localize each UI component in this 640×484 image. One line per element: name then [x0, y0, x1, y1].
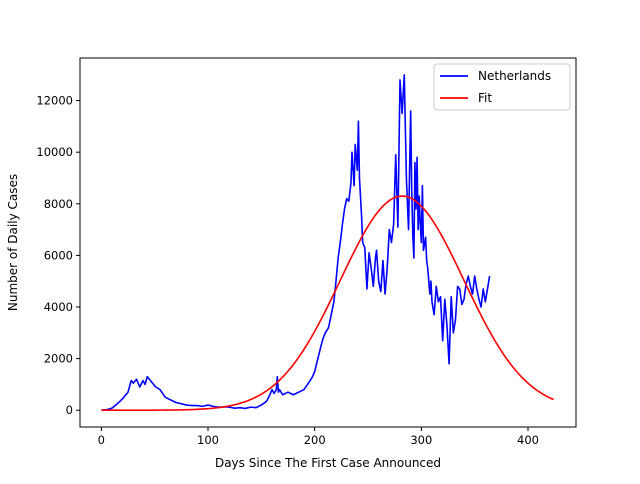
y-tick-label: 6000: [44, 248, 73, 262]
x-tick-label: 0: [98, 433, 105, 447]
series-layer: [101, 73, 554, 412]
y-tick-label: 8000: [44, 197, 73, 211]
y-tick-label: 12000: [36, 94, 73, 108]
axes-frame: [79, 57, 577, 428]
series-line-fit: [101, 195, 554, 412]
y-axis-label: Number of Daily Cases: [6, 174, 20, 311]
y-tick-label: 2000: [44, 352, 73, 366]
y-tick-label: 10000: [36, 145, 73, 159]
x-tick-label: 400: [517, 433, 539, 447]
legend-label: Fit: [478, 91, 492, 105]
x-tick-label: 200: [304, 433, 326, 447]
series-line-netherlands: [101, 73, 491, 412]
y-tick-label: 4000: [44, 300, 73, 314]
y-tick-label: 0: [66, 403, 73, 417]
x-tick-label: 100: [197, 433, 219, 447]
legend: Netherlands Fit: [433, 63, 571, 111]
x-axis-label: Days Since The First Case Announced: [215, 456, 441, 470]
legend-label: Netherlands: [478, 69, 551, 83]
x-tick-label: 300: [410, 433, 432, 447]
